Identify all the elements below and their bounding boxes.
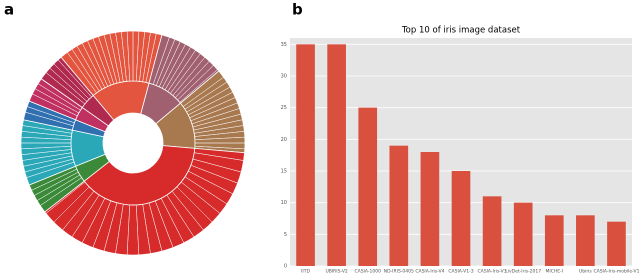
sunburst-slice xyxy=(190,102,238,121)
sunburst-slice xyxy=(170,53,201,94)
y-tick-label: 35 xyxy=(281,42,287,48)
x-tick-label: LivDet-Iris-2017 xyxy=(505,269,541,274)
bar xyxy=(420,152,440,266)
x-tick-label: UBIRIS-V2 xyxy=(325,269,347,274)
bar xyxy=(327,44,346,267)
y-tick-label: 30 xyxy=(281,74,287,80)
chart-title: Top 10 of iris image dataset xyxy=(401,26,521,36)
sunburst-slice xyxy=(57,59,92,98)
sunburst-slice xyxy=(23,155,73,167)
sunburst-slice xyxy=(71,194,100,238)
panel-letter: a xyxy=(4,1,14,19)
sunburst-slice xyxy=(25,111,74,127)
sunburst-slice xyxy=(71,48,100,92)
sunburst-slice xyxy=(45,72,85,105)
x-tick-label: CASIA-Iris-V4 xyxy=(415,269,444,274)
sunburst xyxy=(20,30,246,256)
sunburst-slice xyxy=(115,32,124,82)
sunburst-slice xyxy=(142,32,151,82)
bar xyxy=(389,145,409,266)
sunburst-slice xyxy=(21,131,72,137)
sunburst-slice xyxy=(24,158,74,173)
sunburst-slice xyxy=(87,40,108,87)
bar xyxy=(451,171,471,266)
x-tick-label: Ubiris xyxy=(579,269,593,274)
sunburst-slice xyxy=(194,125,244,134)
sunburst-slice xyxy=(76,45,103,90)
x-tick-label: CASIA-V1-3 xyxy=(448,269,473,274)
sunburst-slice xyxy=(121,31,127,82)
y-tick-label: 20 xyxy=(281,137,287,143)
x-tick-label: ND-IRIS-0405 xyxy=(384,269,414,274)
sunburst-slice xyxy=(183,77,224,107)
x-tick-label: IITD xyxy=(301,269,310,274)
bar xyxy=(607,221,626,266)
x-tick-label: CASIA-1000 xyxy=(354,269,381,274)
sunburst-slice xyxy=(172,57,206,96)
bar xyxy=(544,215,564,266)
sunburst-slice xyxy=(166,194,195,238)
sunburst-slice xyxy=(189,97,236,118)
bar xyxy=(576,215,595,266)
sunburst-slice xyxy=(103,34,118,84)
bar xyxy=(358,107,378,267)
sunburst-slice xyxy=(92,200,111,248)
sunburst-slice xyxy=(181,181,221,214)
sunburst-slice xyxy=(171,191,204,231)
sunburst-slice xyxy=(190,165,238,184)
panel-letter: b xyxy=(292,1,303,19)
sunburst-slice xyxy=(109,33,121,83)
y-tick-label: 0 xyxy=(284,264,287,270)
sunburst-slice xyxy=(139,31,145,82)
sunburst-slice xyxy=(37,83,81,111)
sunburst-slice xyxy=(184,176,228,205)
sunburst-slice xyxy=(45,181,85,214)
x-tick-label: CASIA-Iris-mobile-V1 xyxy=(593,269,639,274)
sunburst-slice xyxy=(115,204,124,254)
sunburst-slice xyxy=(40,177,82,206)
sunburst-slice xyxy=(21,149,72,155)
sunburst-slice xyxy=(145,33,157,83)
sunburst-slice xyxy=(22,152,72,161)
y-tick-label: 25 xyxy=(281,105,287,111)
bar xyxy=(482,196,502,266)
sunburst-slice xyxy=(175,60,210,98)
sunburst-slice xyxy=(179,69,218,103)
sunburst-slice xyxy=(142,204,151,254)
bar xyxy=(513,202,533,266)
y-tick-label: 5 xyxy=(284,232,287,238)
sunburst-outer xyxy=(44,147,246,256)
sunburst-slice xyxy=(176,186,213,223)
sunburst-outer xyxy=(40,56,94,108)
sunburst-slice xyxy=(156,39,176,86)
sunburst-slice xyxy=(167,50,196,92)
sunburst-slice xyxy=(184,81,228,110)
x-tick-label: CASIA-Iris-V3 xyxy=(478,269,507,274)
sunburst-slice xyxy=(92,38,111,86)
y-tick-label: 10 xyxy=(281,200,287,206)
x-tick-label: MICHE-I xyxy=(546,269,564,274)
bar xyxy=(296,44,315,267)
y-tick-label: 15 xyxy=(281,169,287,175)
sunburst-slice xyxy=(194,152,244,161)
sunburst-slice xyxy=(22,125,72,134)
sunburst-slice xyxy=(53,186,90,223)
sunburst-slice xyxy=(155,200,174,248)
sunburst-slice xyxy=(186,86,231,113)
